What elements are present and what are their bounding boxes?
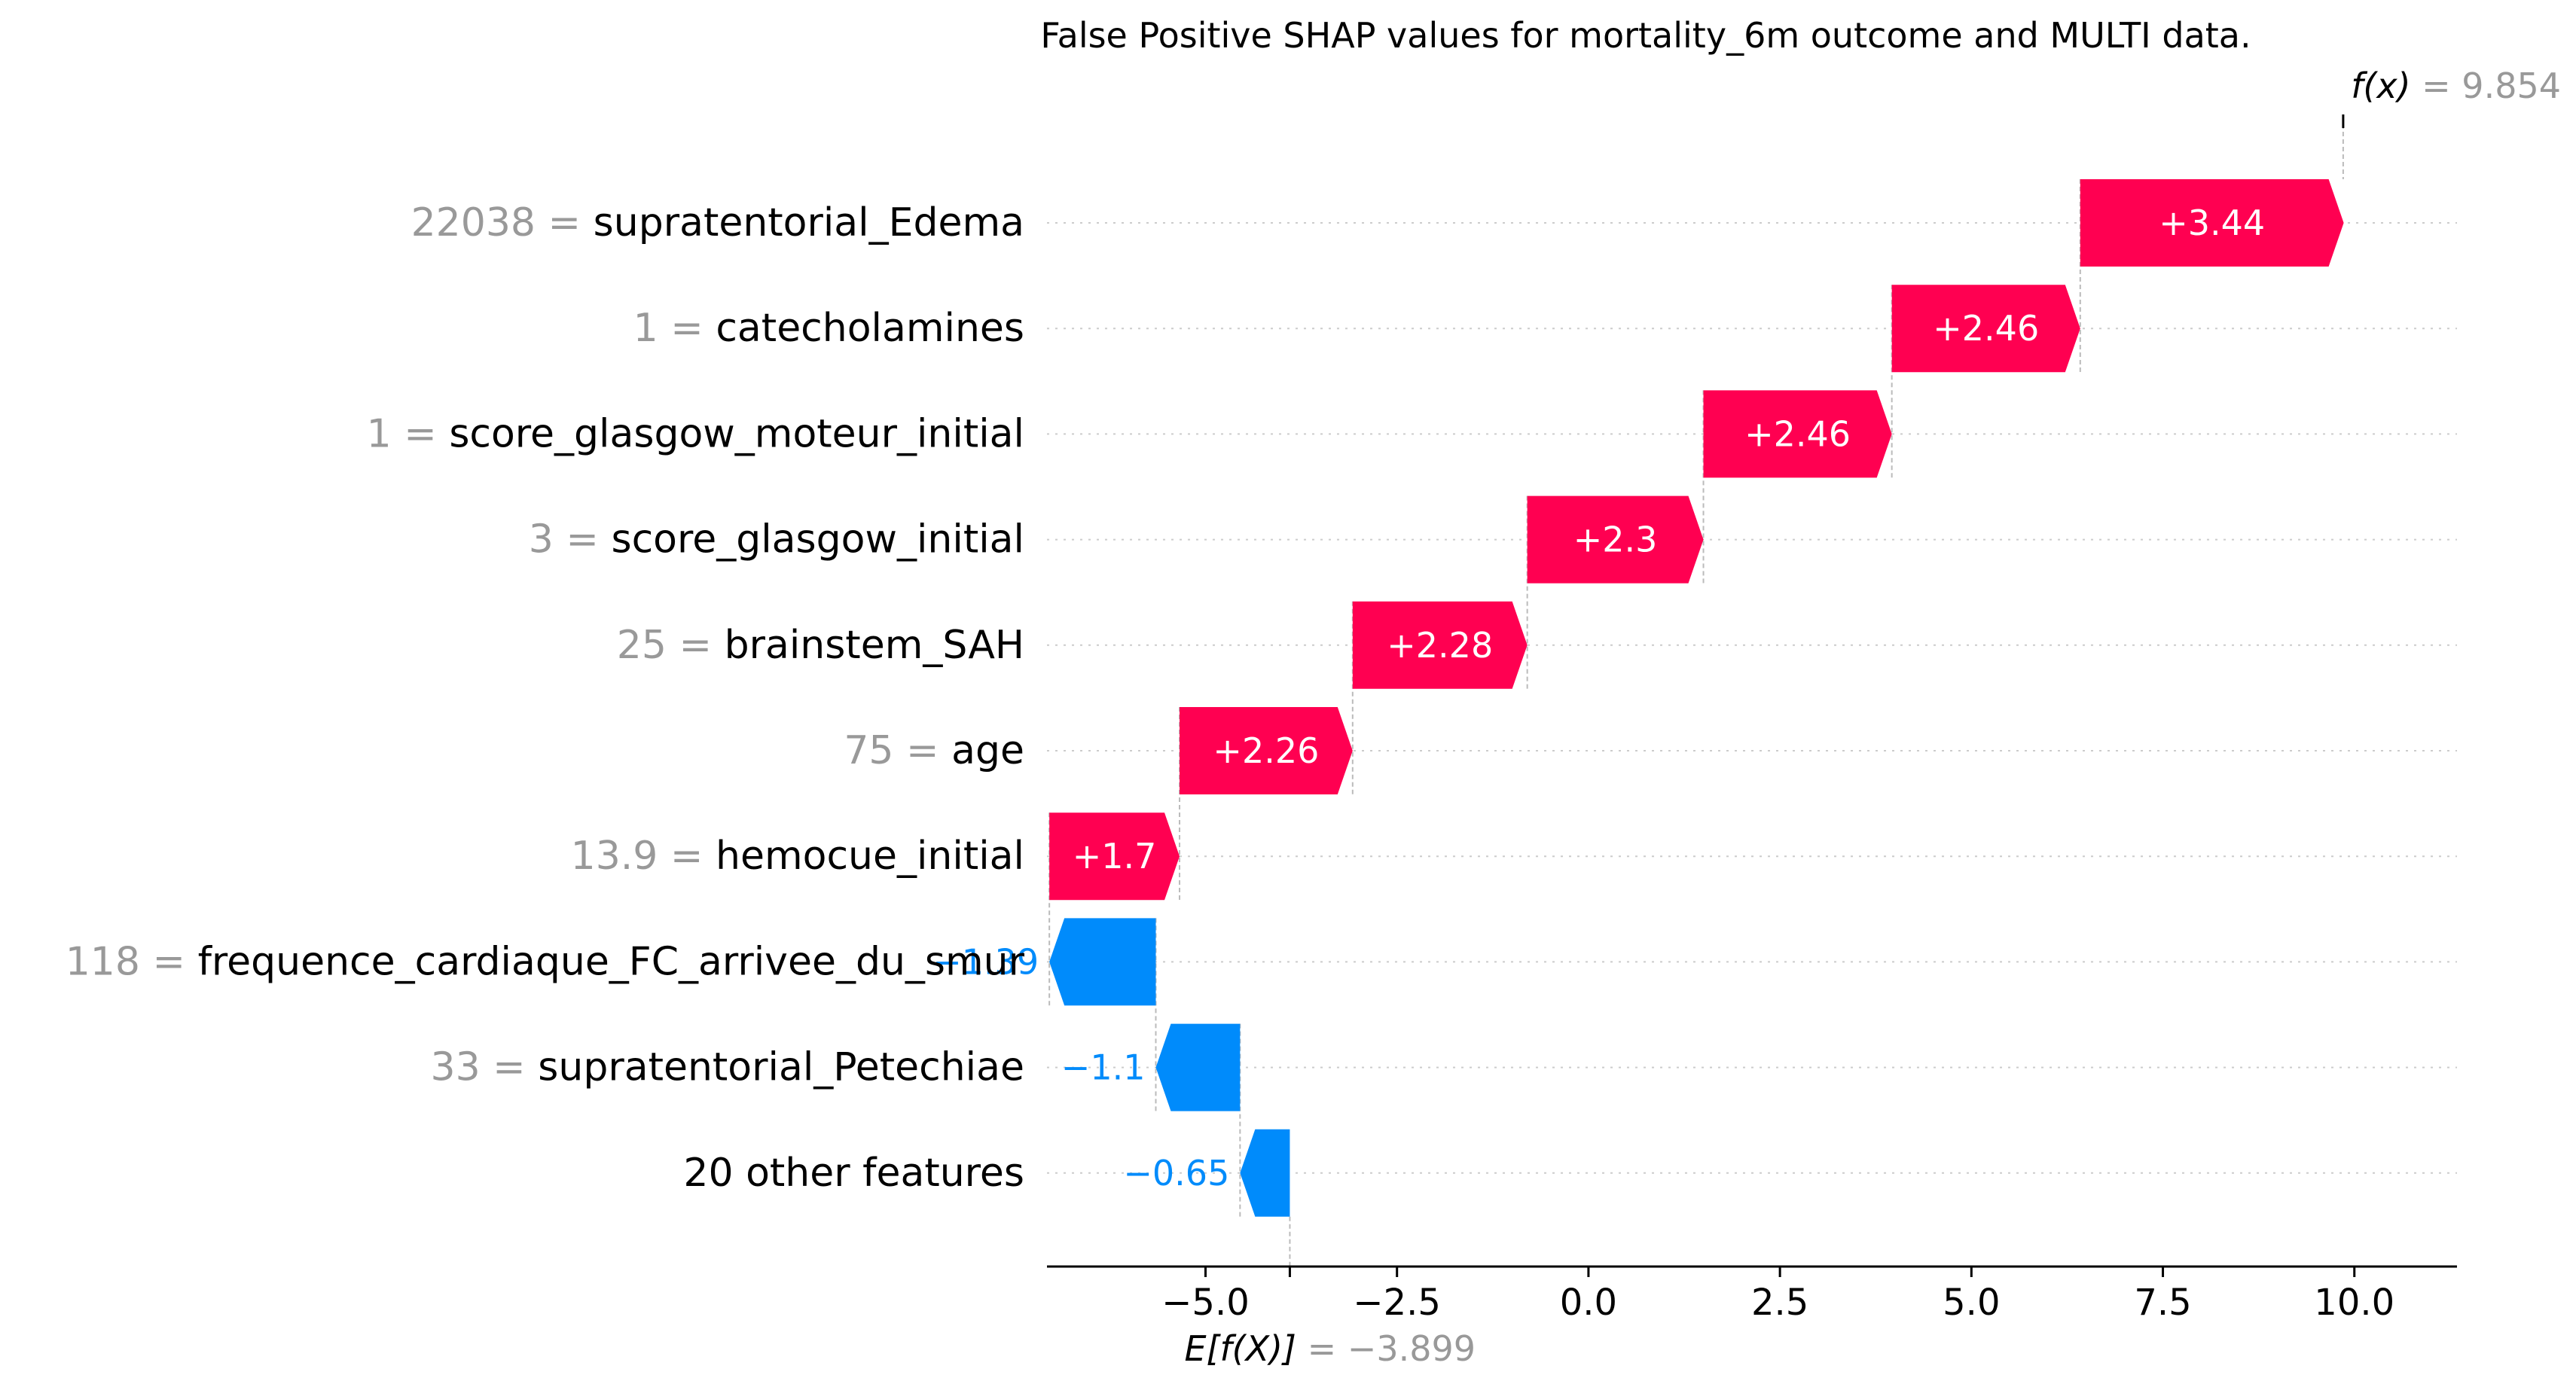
bar-value-label: +1.7 [1073, 836, 1157, 876]
output-value-label: f(x) = 9.854 [2351, 66, 2561, 106]
feature-name: supratentorial_Edema [594, 200, 1024, 245]
base-value-label: E[f(X)] = −3.899 [1184, 1328, 1476, 1369]
feature-name: age [951, 728, 1024, 773]
output-label: f(x) [2351, 66, 2422, 106]
feature-value: 1 = [633, 306, 716, 351]
feature-label: 75 = age [844, 728, 1024, 773]
bar-value-label: −1.1 [1061, 1047, 1146, 1088]
positive-bar [2080, 179, 2344, 267]
bar-value-label: +2.26 [1213, 730, 1319, 771]
feature-label: 13.9 = hemocue_initial [571, 834, 1024, 879]
feature-name: 20 other features [683, 1151, 1024, 1196]
feature-label: 3 = score_glasgow_initial [529, 517, 1024, 562]
chart-title: False Positive SHAP values for mortality… [1040, 15, 2251, 56]
feature-value: 118 = [66, 939, 198, 984]
positive-bar [1891, 285, 2080, 373]
feature-value: 22038 = [411, 200, 594, 245]
output-value: = 9.854 [2422, 66, 2561, 106]
x-tick-label: 5.0 [1943, 1282, 2000, 1324]
negative-bar [1049, 918, 1156, 1006]
feature-name: supratentorial_Petechiae [538, 1045, 1024, 1090]
x-tick-label: 0.0 [1560, 1282, 1617, 1324]
feature-label: 25 = brainstem_SAH [617, 623, 1024, 668]
base-value: = −3.899 [1308, 1328, 1476, 1369]
feature-labels: 22038 = supratentorial_Edema 1 = catechol… [66, 200, 1025, 1196]
connector-lines [1048, 117, 2344, 1267]
feature-value: 25 = [617, 623, 725, 668]
feature-label: 22038 = supratentorial_Edema [411, 200, 1024, 245]
x-tick-label: 2.5 [1751, 1282, 1808, 1324]
negative-bar [1240, 1129, 1290, 1217]
feature-name: score_glasgow_initial [612, 517, 1025, 562]
x-tick-label: −2.5 [1353, 1282, 1441, 1324]
annotations: f(x) = 9.854 E[f(X)] = −3.899 [1184, 66, 2561, 1369]
grid-lines [1047, 222, 2457, 1174]
positive-bar [1703, 390, 1892, 478]
feature-name: score_glasgow_moteur_initial [449, 411, 1024, 456]
bar-value-label: +2.3 [1573, 520, 1658, 560]
negative-bar [1155, 1023, 1241, 1111]
bar-value-label: +2.46 [1744, 413, 1851, 454]
x-axis: −5.0 −2.5 0.0 2.5 5.0 7.5 10.0 [1047, 1265, 2457, 1324]
feature-value: 33 = [430, 1045, 538, 1090]
feature-value: 1 = [367, 411, 450, 456]
feature-label: 33 = supratentorial_Petechiae [430, 1045, 1024, 1090]
feature-name: frequence_cardiaque_FC_arrivee_du_smur [198, 939, 1025, 984]
bar-value-label: +2.28 [1387, 625, 1493, 666]
feature-name: brainstem_SAH [725, 623, 1024, 668]
feature-value: 13.9 = [571, 834, 716, 879]
positive-bar [1049, 812, 1180, 901]
bar-value-label: +2.46 [1933, 308, 2039, 349]
bar-value-label: +3.44 [2159, 203, 2265, 243]
x-tick-label: 7.5 [2134, 1282, 2191, 1324]
feature-label: 20 other features [683, 1151, 1024, 1196]
x-tick-label: 10.0 [2314, 1282, 2394, 1324]
positive-bar [1180, 707, 1353, 794]
feature-label: 118 = frequence_cardiaque_FC_arrivee_du_… [66, 939, 1025, 984]
feature-label: 1 = catecholamines [633, 306, 1024, 351]
x-tick-label: −5.0 [1161, 1282, 1250, 1324]
feature-value: 75 = [844, 728, 951, 773]
base-label: E[f(X)] [1184, 1328, 1307, 1369]
positive-bar [1527, 495, 1704, 584]
feature-name: catecholamines [716, 306, 1024, 351]
bar-value-label: −1.39 [932, 941, 1039, 982]
bar-value-label: −0.65 [1123, 1153, 1229, 1193]
feature-label: 1 = score_glasgow_moteur_initial [367, 411, 1024, 456]
feature-name: hemocue_initial [716, 834, 1024, 879]
positive-bar [1352, 601, 1528, 689]
bars: +3.44 +2.46 +2.46 +2.3 +2.28 +2.26 +1.7 −1.39 −1… [932, 179, 2344, 1217]
feature-value: 3 = [529, 517, 612, 562]
